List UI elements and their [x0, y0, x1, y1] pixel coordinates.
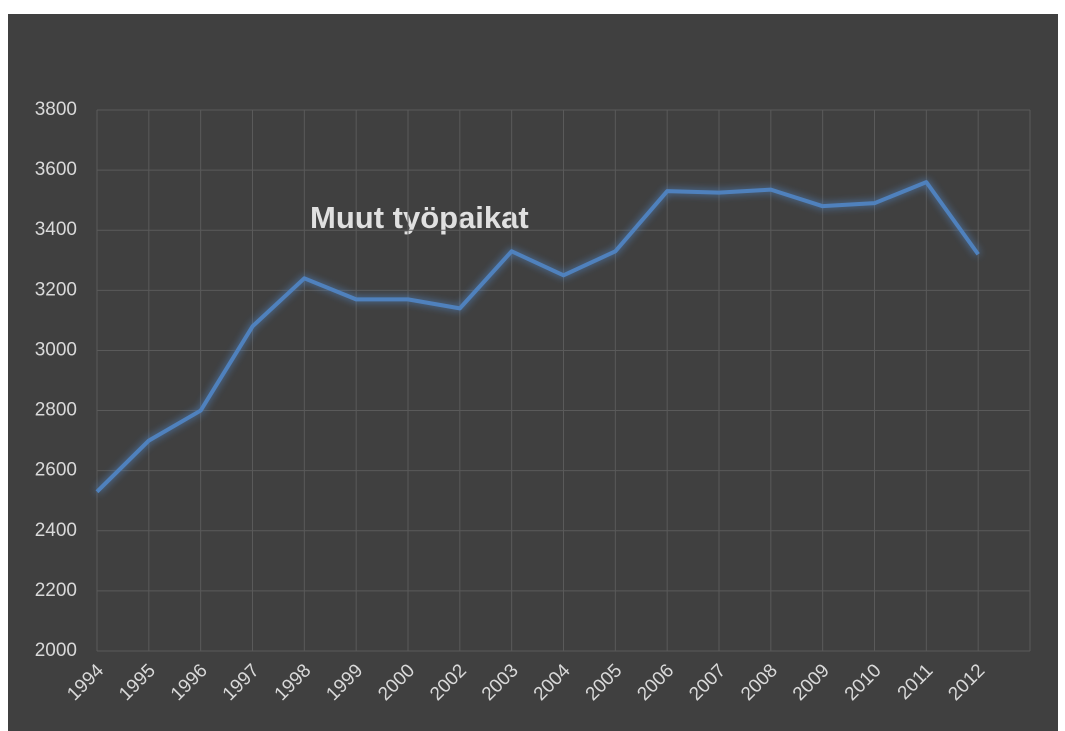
y-tick-label: 2000 — [35, 640, 77, 661]
y-tick-label: 3400 — [35, 219, 77, 240]
y-tick-label: 3000 — [35, 339, 77, 360]
chart-title: Muut työpaikat — [310, 200, 529, 235]
chart-background — [8, 14, 1058, 731]
y-tick-label: 3200 — [35, 279, 77, 300]
y-tick-label: 2800 — [35, 400, 77, 421]
y-tick-label: 3800 — [35, 99, 77, 120]
y-tick-label: 2400 — [35, 520, 77, 541]
y-tick-label: 3600 — [35, 159, 77, 180]
y-tick-label: 2200 — [35, 580, 77, 601]
data-line — [95, 180, 980, 494]
y-tick-label: 2600 — [35, 460, 77, 481]
